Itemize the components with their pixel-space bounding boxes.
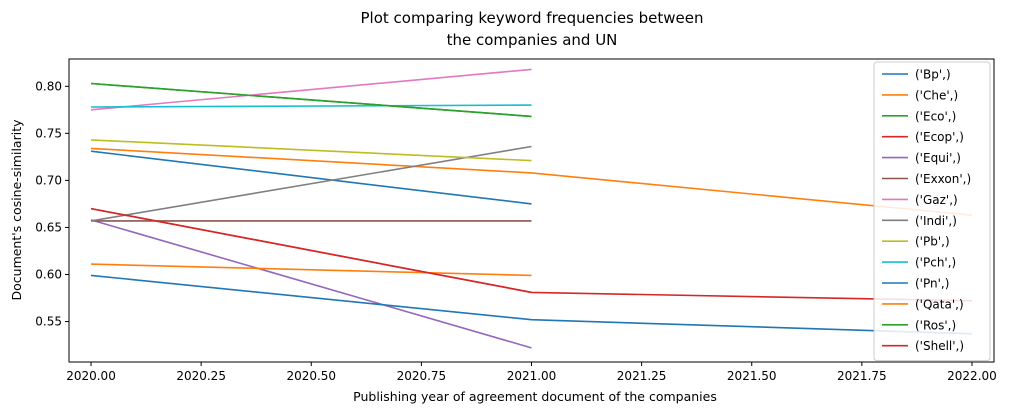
legend-entry-label: ('Exxon',)	[915, 172, 971, 186]
legend-entry-label: ('Eco',)	[915, 109, 956, 123]
y-tick-label: 0.70	[35, 173, 62, 187]
x-tick-label: 2021.25	[617, 369, 667, 383]
series-line-10	[90, 274, 973, 335]
chart-title-line-1: Plot comparing keyword frequencies betwe…	[360, 9, 703, 27]
legend-entry-label: ('Gaz',)	[915, 193, 958, 207]
legend-entry-label: ('Equi',)	[915, 151, 961, 165]
chart-title-line-2: the companies and UN	[447, 31, 618, 49]
legend: ('Bp',) ('Che',) ('Eco',) ('Ecop',) ('Equi',…	[873, 61, 991, 362]
x-tick-label: 2020.00	[66, 369, 116, 383]
series-line-7	[90, 145, 532, 222]
legend-entry-label: ('Indi',)	[915, 214, 957, 228]
x-tick-label: 2021.50	[727, 369, 777, 383]
series-line-0	[90, 150, 532, 205]
y-tick-label: 0.60	[35, 267, 62, 281]
y-tick-label: 0.55	[35, 315, 62, 329]
y-tick-label: 0.75	[35, 126, 62, 140]
legend-entry-label: ('Shell',)	[915, 339, 964, 353]
series-line-4	[90, 219, 532, 349]
series-line-9	[90, 104, 532, 108]
series-line-6	[90, 68, 532, 111]
legend-entry-label: ('Che',)	[915, 88, 958, 102]
y-tick-label: 0.80	[35, 79, 62, 93]
legend-entry-label: ('Qata',)	[915, 297, 964, 311]
x-tick-label: 2020.50	[286, 369, 336, 383]
series-line-12	[90, 82, 532, 118]
legend-entry-label: ('Pch',)	[915, 256, 956, 270]
x-tick-label: 2021.00	[507, 369, 557, 383]
axis-ticks: 2020.00 2020.25 2020.50 2020.75 2021.00 2021.…	[35, 79, 997, 383]
x-tick-label: 2020.25	[176, 369, 226, 383]
legend-entry-label: ('Bp',)	[915, 68, 951, 82]
legend-entry-label: ('Ros',)	[915, 318, 956, 332]
plot-area-frame	[68, 58, 995, 363]
series-line-1	[90, 147, 973, 216]
y-axis-label: Document's cosine-similarity	[9, 119, 24, 301]
y-tick-label: 0.65	[35, 220, 62, 234]
legend-box	[873, 61, 991, 362]
series-lines	[90, 68, 973, 349]
x-axis-label: Publishing year of agreement document of…	[353, 389, 717, 404]
series-line-13	[90, 207, 973, 302]
legend-entry-label: ('Ecop',)	[915, 130, 964, 144]
series-line-11	[90, 263, 532, 277]
series-line-8	[90, 139, 532, 162]
legend-entry-label: ('Pn',)	[915, 277, 949, 291]
x-tick-label: 2020.75	[397, 369, 447, 383]
x-tick-label: 2022.00	[947, 369, 997, 383]
x-tick-label: 2021.75	[837, 369, 887, 383]
legend-entry-label: ('Pb',)	[915, 235, 950, 249]
